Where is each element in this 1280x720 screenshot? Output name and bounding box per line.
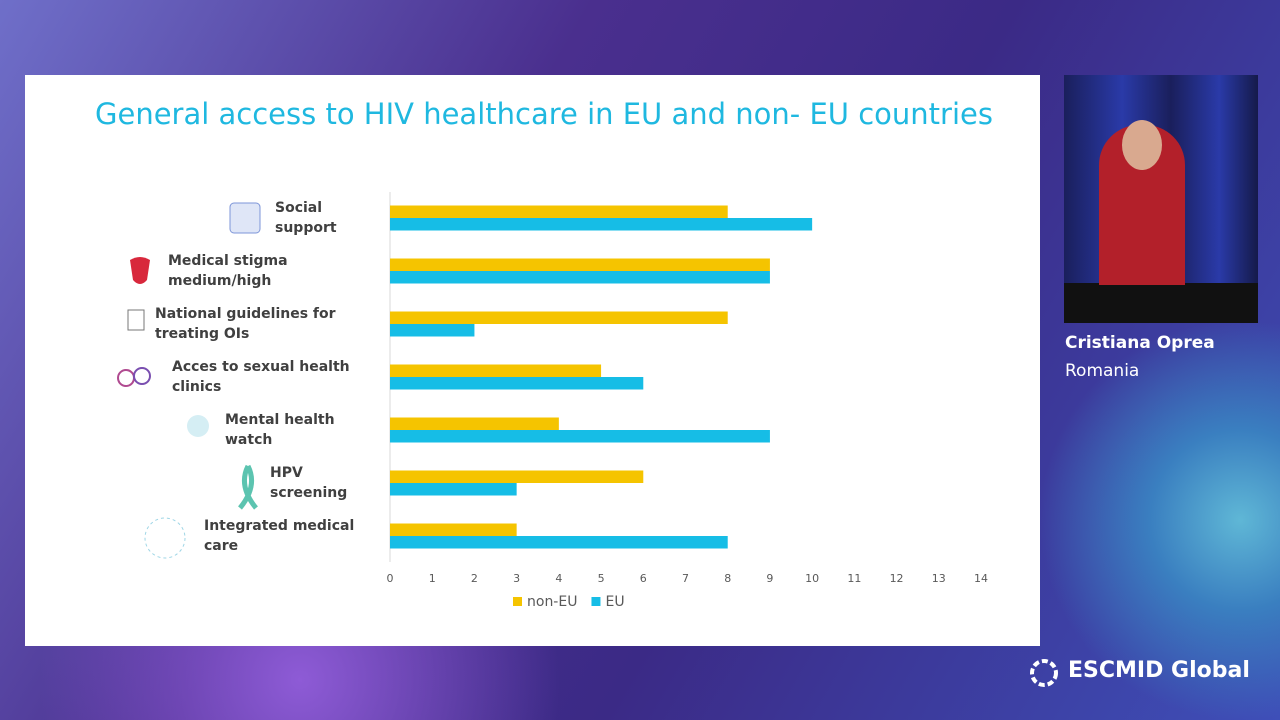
icon <box>133 367 151 385</box>
category-label: Social support <box>275 200 337 236</box>
chart-title: General access to HIV healthcare in EU a… <box>95 97 993 131</box>
x-tick-label: 13 <box>932 572 946 585</box>
icon <box>130 257 150 284</box>
category-label: Acces to sexual health clinics <box>172 359 350 395</box>
icon <box>144 517 186 559</box>
category-label: HPV screening <box>270 465 348 501</box>
icon <box>238 464 258 510</box>
x-tick-label: 6 <box>640 572 647 585</box>
legend-label: EU <box>605 594 624 610</box>
bar <box>390 523 517 536</box>
x-tick-label: 5 <box>598 572 605 585</box>
x-tick-label: 11 <box>847 572 861 585</box>
bar <box>390 218 813 231</box>
icon <box>229 202 261 234</box>
x-tick-label: 9 <box>766 572 773 585</box>
icon <box>127 309 145 331</box>
bar <box>390 536 728 549</box>
x-tick-label: 1 <box>429 572 436 585</box>
bar <box>390 364 602 377</box>
speaker-face <box>1122 120 1162 170</box>
x-tick-label: 8 <box>724 572 731 585</box>
bar <box>390 430 770 443</box>
category-label: Mental health watch <box>225 412 335 448</box>
x-tick-label: 10 <box>805 572 819 585</box>
podium <box>1064 283 1258 323</box>
bar <box>390 205 728 218</box>
speaker-video <box>1064 75 1258 323</box>
category-label: Medical stigma medium/high <box>168 253 288 289</box>
x-tick-label: 14 <box>974 572 988 585</box>
speaker-name: Cristiana Oprea <box>1065 333 1215 353</box>
icon <box>187 415 209 437</box>
bar <box>390 417 559 430</box>
category-label: Integrated medical care <box>204 518 355 554</box>
legend-swatch <box>591 597 601 606</box>
bar <box>390 258 770 271</box>
legend-swatch <box>513 597 522 606</box>
slide <box>25 75 1040 646</box>
bar <box>390 377 644 390</box>
logo-ring <box>1030 659 1058 687</box>
brand: ESCMID Global <box>1068 658 1250 683</box>
x-tick-label: 12 <box>890 572 904 585</box>
brand-logo <box>1030 659 1058 687</box>
bar <box>390 311 728 324</box>
legend-label: non-EU <box>527 594 577 610</box>
x-tick-label: 3 <box>513 572 520 585</box>
x-tick-label: 2 <box>471 572 478 585</box>
bar <box>390 324 475 337</box>
speaker-country: Romania <box>1065 361 1140 381</box>
x-tick-label: 7 <box>682 572 689 585</box>
x-tick-label: 0 <box>387 572 394 585</box>
x-tick-label: 4 <box>555 572 562 585</box>
bar <box>390 483 517 496</box>
category-label: National guidelines for treating OIs <box>155 306 336 342</box>
icon <box>117 369 135 387</box>
bar <box>390 271 770 284</box>
bar <box>390 470 644 483</box>
